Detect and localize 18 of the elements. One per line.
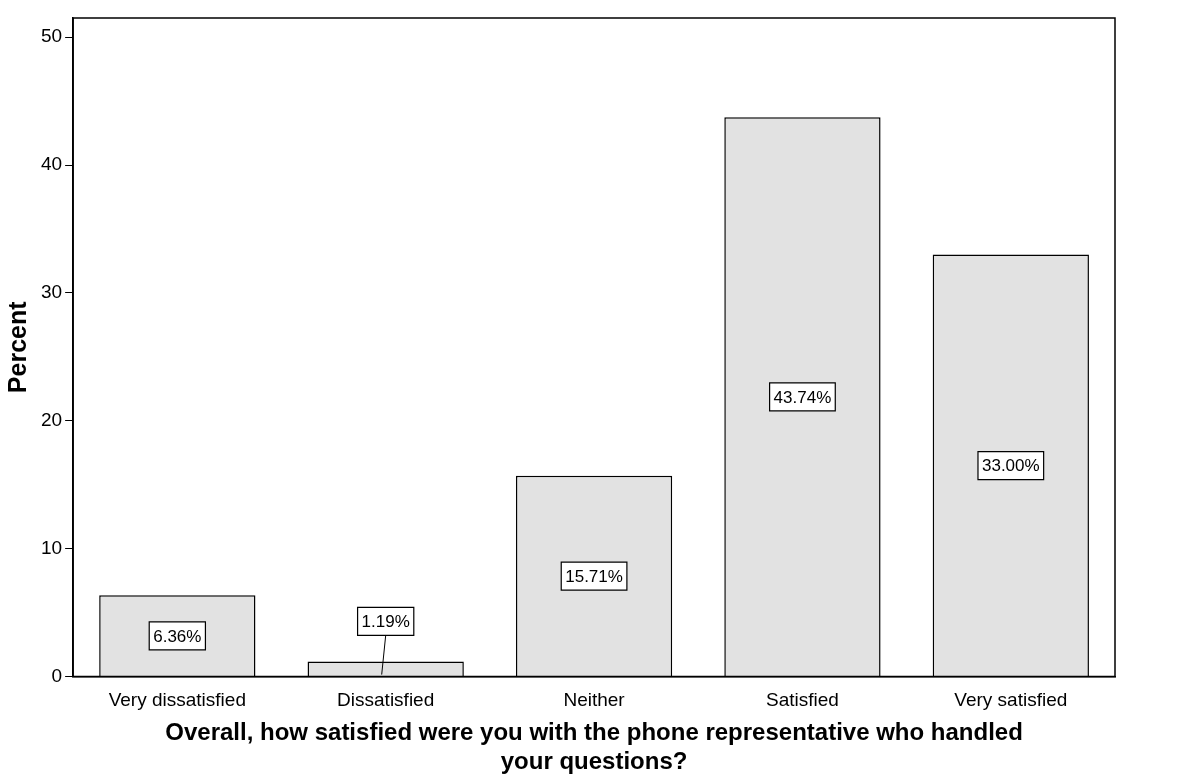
- y-tick-label: 40: [40, 153, 63, 175]
- data-label: 43.74%: [773, 387, 832, 407]
- y-tick-label: 50: [40, 25, 63, 47]
- y-axis-title: Percent: [2, 300, 31, 394]
- x-tick-label: Very satisfied: [954, 689, 1068, 711]
- x-tick-label: Dissatisfied: [337, 689, 435, 711]
- y-tick-label: 30: [40, 281, 63, 303]
- y-tick-label: 0: [51, 664, 63, 686]
- y-tick-label: 10: [40, 536, 63, 558]
- x-tick-label: Neither: [563, 689, 626, 711]
- data-label: 15.71%: [565, 566, 623, 586]
- data-label: 33.00%: [981, 456, 1040, 476]
- data-label: 1.19%: [361, 612, 410, 632]
- x-tick-label: Very dissatisfied: [108, 689, 246, 711]
- x-axis-title: Overall, how satisfied were you with the phone representative who handled your questions?: [165, 718, 1023, 775]
- y-tick-label: 20: [40, 409, 63, 431]
- x-tick-label: Satisfied: [766, 689, 839, 711]
- data-label: 6.36%: [153, 626, 202, 646]
